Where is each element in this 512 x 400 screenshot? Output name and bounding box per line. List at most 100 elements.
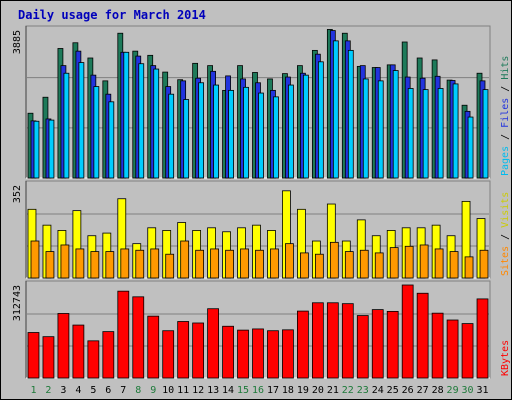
bar-pages-day-10 [168, 93, 175, 179]
bar-pages-day-7 [123, 51, 130, 179]
bar-kbytes-day-25 [386, 310, 399, 379]
bar-pages-day-13 [213, 84, 219, 179]
bar-kbytes-day-27 [416, 292, 429, 379]
bar-pages-day-2 [48, 119, 55, 179]
bar-kbytes-day-17 [267, 330, 279, 379]
x-tick-label-day-10: 10 [162, 385, 174, 396]
x-tick-label-day-29: 29 [447, 385, 459, 396]
bar-pages-day-16 [258, 92, 264, 179]
bar-kbytes-day-24 [371, 309, 384, 379]
legend-visits: Visits [500, 192, 511, 228]
x-tick-label-day-14: 14 [222, 385, 234, 396]
bar-pages-day-27 [422, 89, 429, 179]
legend-pages: Pages [500, 146, 511, 176]
bar-sites-day-22 [344, 251, 354, 279]
x-tick-label-day-17: 17 [267, 385, 279, 396]
x-tick-label-day-4: 4 [75, 385, 81, 396]
x-tick-label-day-22: 22 [342, 385, 354, 396]
bar-pages-day-12 [198, 82, 205, 179]
bar-kbytes-day-2 [42, 336, 55, 379]
bar-kbytes-day-1 [27, 332, 40, 379]
bar-pages-day-29 [452, 83, 459, 179]
legend-files: Files [500, 98, 511, 128]
bar-sites-day-31 [479, 249, 489, 279]
bar-pages-day-5 [93, 86, 100, 179]
bar-sites-day-19 [300, 252, 309, 279]
bar-kbytes-day-7 [117, 290, 130, 379]
bar-sites-day-14 [225, 249, 234, 279]
bar-sites-day-10 [165, 253, 175, 279]
panel-1-legend: Pages / Files / Hits [500, 56, 511, 176]
legend-kbytes: KBytes [500, 340, 511, 376]
bar-pages-day-15 [243, 86, 249, 179]
x-tick-label-day-31: 31 [476, 385, 488, 396]
bar-pages-day-14 [228, 89, 234, 179]
bar-sites-day-21 [329, 241, 339, 279]
bar-sites-day-11 [180, 240, 190, 279]
bar-sites-day-4 [75, 248, 85, 279]
bar-sites-day-6 [105, 251, 115, 279]
bar-sites-day-20 [314, 253, 324, 279]
bar-sites-day-27 [419, 244, 429, 279]
bar-sites-day-12 [195, 249, 205, 279]
bar-kbytes-day-3 [57, 313, 70, 379]
bar-kbytes-day-14 [222, 325, 234, 379]
bar-kbytes-day-26 [401, 284, 414, 379]
bar-kbytes-day-10 [162, 330, 175, 379]
x-tick-label-day-28: 28 [432, 385, 444, 396]
x-tick-label-day-7: 7 [120, 385, 126, 396]
x-tick-label-day-12: 12 [192, 385, 204, 396]
bar-pages-day-22 [347, 49, 354, 179]
x-tick-label-day-24: 24 [372, 385, 384, 396]
x-tick-label-day-18: 18 [282, 385, 294, 396]
x-tick-label-day-13: 13 [207, 385, 219, 396]
bar-kbytes-day-11 [177, 321, 190, 379]
x-tick-label-day-21: 21 [327, 385, 339, 396]
bar-sites-day-23 [359, 249, 369, 279]
bar-sites-day-13 [210, 248, 219, 279]
bar-kbytes-day-9 [147, 315, 160, 379]
bar-pages-day-23 [362, 78, 369, 179]
x-tick-label-day-11: 11 [177, 385, 189, 396]
bar-kbytes-day-13 [207, 308, 219, 379]
bar-pages-day-28 [437, 88, 444, 179]
bar-kbytes-day-18 [282, 329, 294, 379]
bar-kbytes-day-16 [252, 328, 264, 379]
panel-1-ymax-label: 3885 [12, 30, 23, 54]
bar-pages-day-31 [482, 89, 489, 179]
bar-sites-day-28 [434, 248, 444, 279]
bar-sites-day-7 [120, 248, 130, 279]
bar-sites-day-25 [389, 247, 399, 279]
x-tick-label-day-6: 6 [105, 385, 111, 396]
bar-sites-day-16 [255, 249, 264, 279]
bar-pages-day-9 [153, 68, 160, 179]
bar-kbytes-day-29 [446, 319, 459, 379]
bar-pages-day-4 [78, 62, 85, 179]
bar-pages-day-17 [273, 96, 279, 179]
bar-kbytes-day-28 [431, 312, 444, 379]
bar-pages-day-21 [332, 40, 339, 179]
x-tick-label-day-8: 8 [135, 385, 141, 396]
bar-pages-day-1 [33, 120, 40, 179]
bar-kbytes-day-23 [356, 315, 369, 379]
x-tick-label-day-15: 15 [237, 385, 249, 396]
bar-pages-day-24 [377, 80, 384, 179]
bar-kbytes-day-12 [192, 322, 205, 379]
legend-sites: Sites [500, 246, 511, 276]
x-tick-label-day-2: 2 [45, 385, 51, 396]
x-tick-label-day-9: 9 [150, 385, 156, 396]
bar-sites-day-3 [60, 244, 70, 279]
x-tick-label-day-5: 5 [90, 385, 96, 396]
bar-pages-day-25 [392, 70, 399, 179]
legend-hits: Hits [500, 56, 511, 80]
bar-pages-day-30 [467, 116, 474, 179]
bar-kbytes-day-15 [237, 329, 249, 379]
x-tick-label-day-30: 30 [462, 385, 474, 396]
x-tick-label-day-19: 19 [297, 385, 309, 396]
bar-sites-day-26 [404, 245, 414, 279]
bar-sites-day-18 [285, 243, 294, 279]
bar-sites-day-29 [449, 251, 459, 279]
bar-sites-day-17 [270, 248, 279, 279]
x-tick-label-day-3: 3 [60, 385, 66, 396]
